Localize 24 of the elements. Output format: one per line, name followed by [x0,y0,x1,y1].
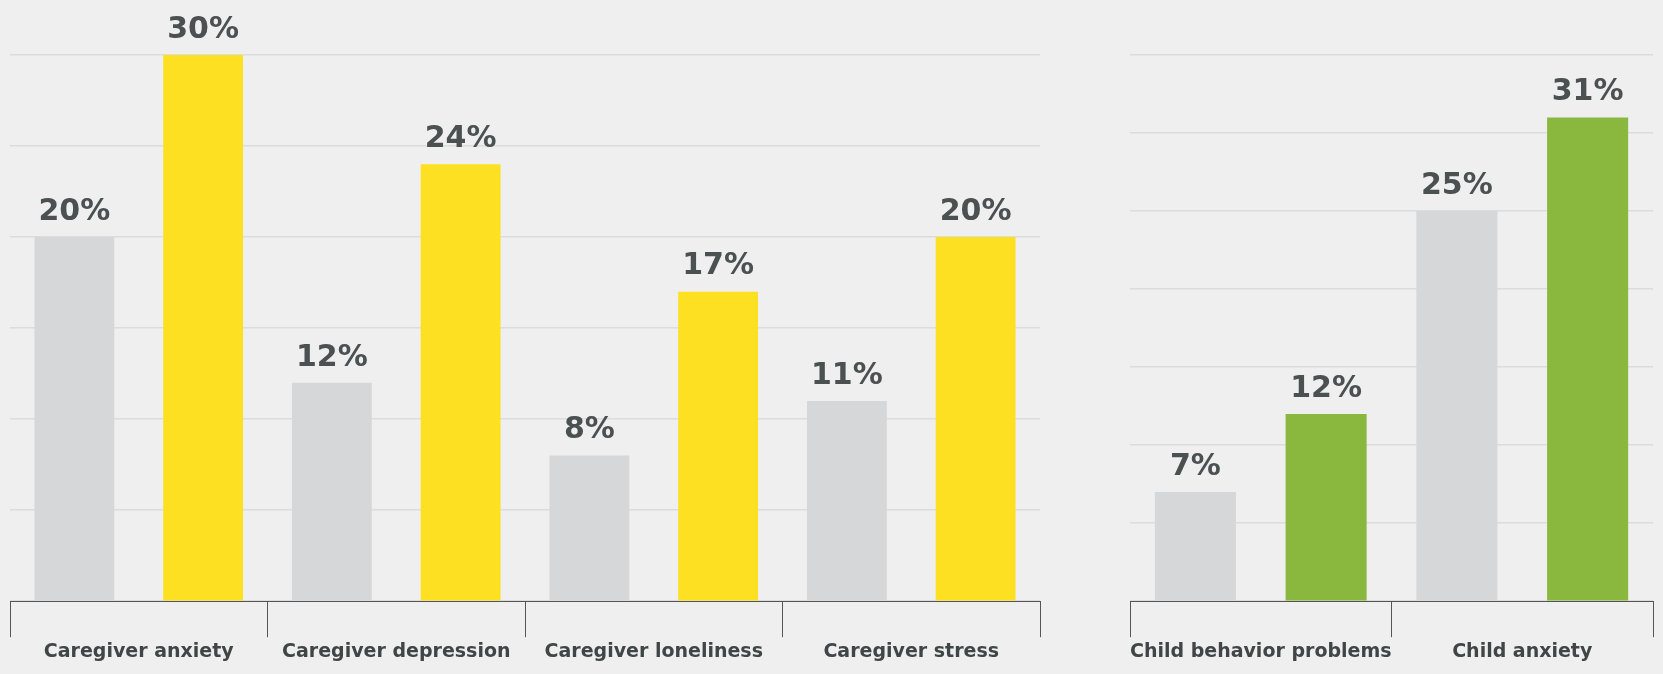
data-label: 7% [1169,446,1221,482]
data-label: 12% [1290,368,1363,404]
bar [163,55,244,601]
data-label: 20% [38,191,111,227]
data-label: 8% [563,410,615,446]
data-label: 31% [1551,72,1624,108]
bar [1547,117,1629,601]
x-tick-label: Caregiver anxiety [43,638,235,661]
data-label: 17% [682,246,755,282]
data-label: 25% [1420,165,1493,201]
bar [1285,413,1367,601]
bar [935,237,1016,601]
data-label: 24% [424,119,497,155]
x-tick-label: Caregiver loneliness [544,638,763,661]
x-tick-label: Caregiver stress [823,638,1000,661]
x-tick-label: Child anxiety [1452,638,1593,661]
bar [678,291,759,601]
data-label: 11% [810,355,883,391]
data-label: 20% [939,191,1012,227]
data-label: 30% [167,9,240,45]
data-label: 12% [295,337,368,373]
x-tick-label: Caregiver depression [282,638,511,661]
bar [420,164,501,601]
x-tick-label: Child behavior problems [1129,638,1392,661]
